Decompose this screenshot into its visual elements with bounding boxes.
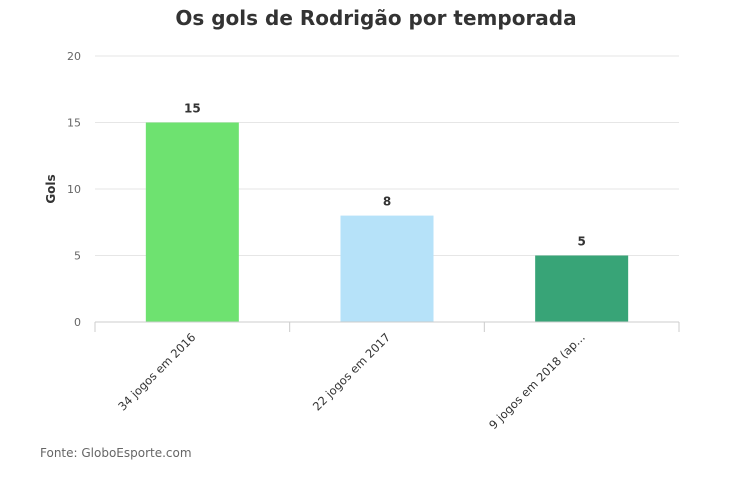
chart-title: Os gols de Rodrigão por temporada [175,6,577,30]
y-tick-label: 0 [74,316,81,329]
x-tick-label: 34 jogos em 2016 [115,330,198,413]
y-tick-label: 10 [67,183,81,196]
x-axis-ticks: 34 jogos em 2016 22 jogos em 2017 9 jogos … [94,322,680,432]
y-axis-ticks: 0 5 10 15 20 [67,50,81,329]
y-tick-label: 20 [67,50,81,63]
data-label: 15 [184,102,201,116]
x-tick-label: 9 jogos em 2018 (ap... [486,330,588,432]
bar [340,215,434,322]
data-label: 8 [383,195,391,209]
y-tick-label: 5 [74,250,81,263]
bar [535,255,629,322]
y-axis-label: Gols [44,174,58,203]
data-label: 5 [577,235,585,249]
bars [145,122,629,322]
bar [145,122,239,322]
source-note: Fonte: GloboEsporte.com [40,446,192,460]
x-tick-label: 22 jogos em 2017 [310,330,393,413]
y-tick-label: 15 [67,117,81,130]
